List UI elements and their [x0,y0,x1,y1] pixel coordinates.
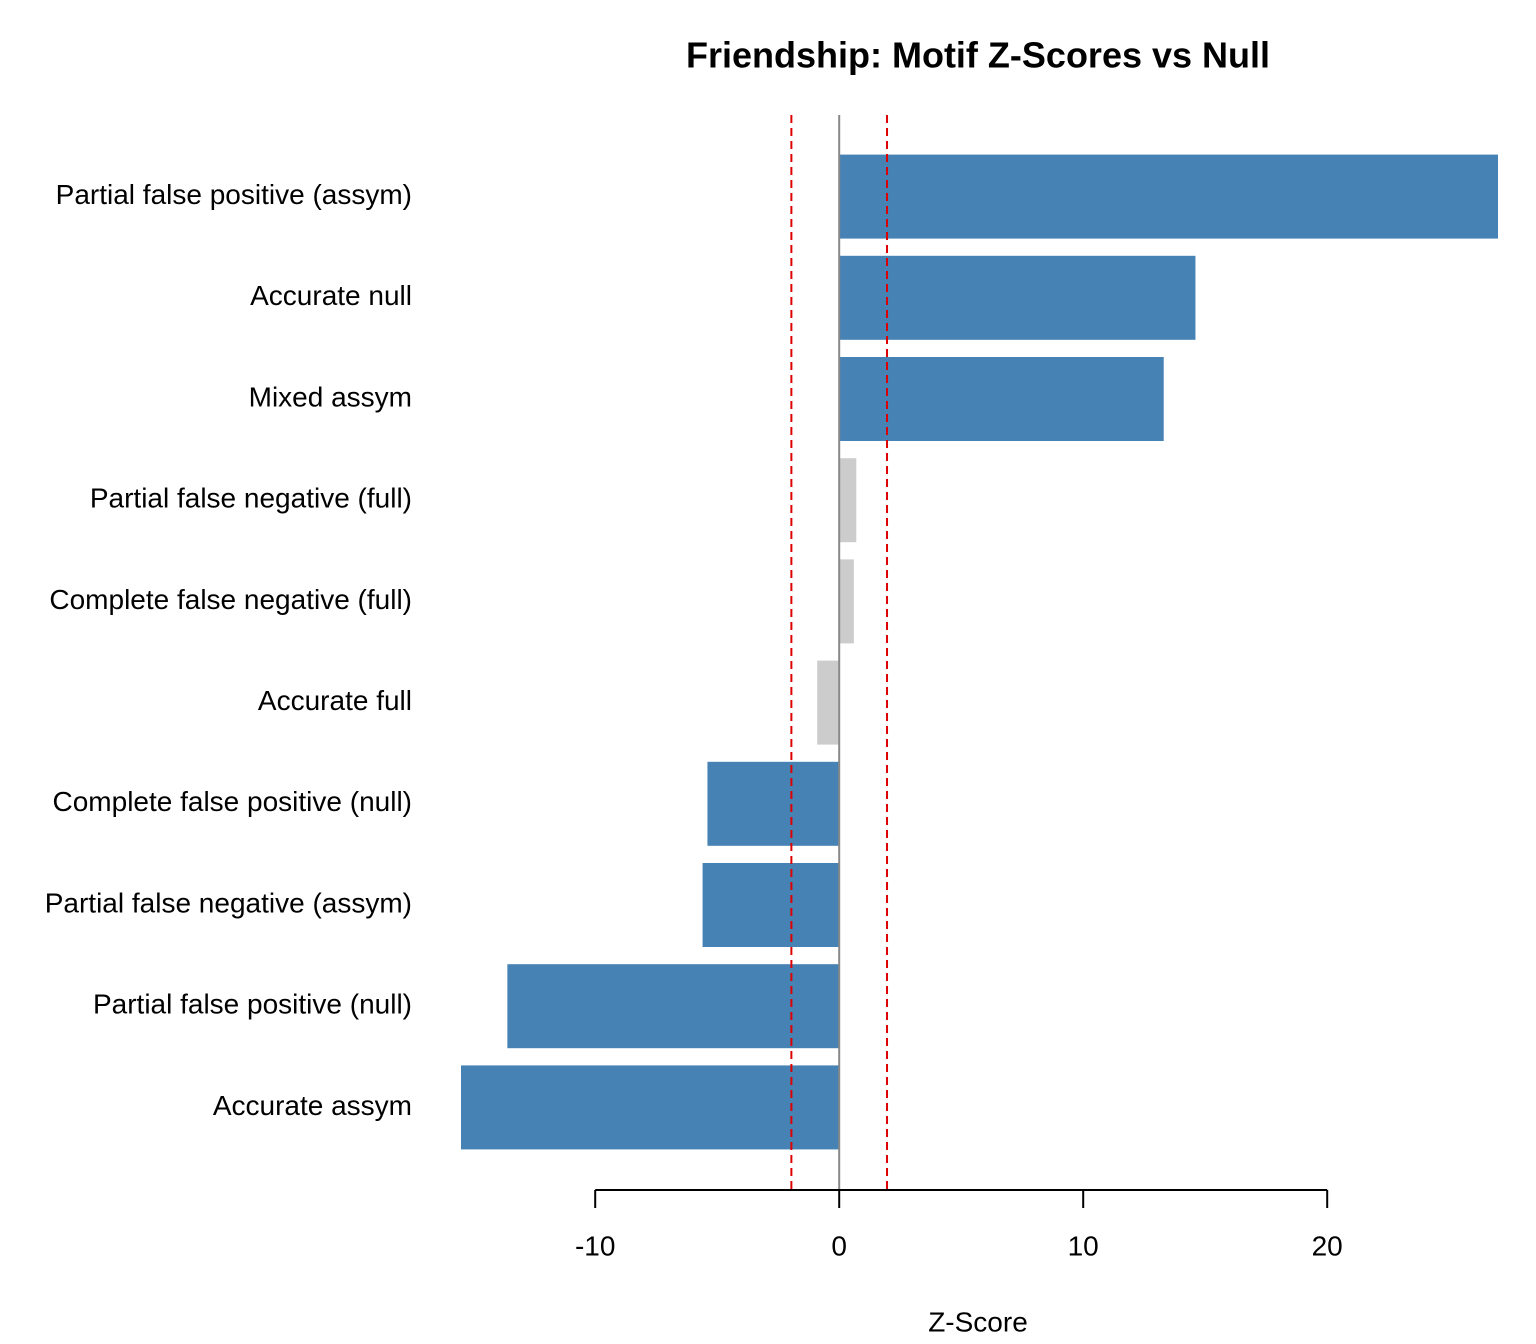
category-label: Mixed assym [249,381,412,412]
category-label: Partial false positive (assym) [56,179,412,210]
category-label: Partial false positive (null) [93,989,412,1020]
category-label: Complete false positive (null) [53,786,413,817]
x-tick-label: -10 [575,1230,615,1261]
bar [707,761,840,846]
x-tick-label: 20 [1312,1230,1343,1261]
bar [839,458,857,543]
x-tick-label: 0 [831,1230,847,1261]
bar [461,1065,840,1150]
bar [839,255,1196,340]
x-axis-label: Z-Score [928,1306,1028,1337]
bar [839,559,854,644]
category-label: Partial false negative (full) [90,483,412,514]
x-tick-label: 10 [1068,1230,1099,1261]
category-label: Accurate null [250,280,412,311]
chart-title: Friendship: Motif Z-Scores vs Null [686,35,1270,76]
bar [507,964,840,1049]
bar [817,660,840,745]
category-label: Accurate full [258,685,412,716]
category-label: Accurate assym [213,1090,412,1121]
category-label: Partial false negative (assym) [45,887,412,918]
bar [839,357,1164,441]
category-label: Complete false negative (full) [49,584,412,615]
bar [839,154,1498,239]
bar [702,863,840,947]
